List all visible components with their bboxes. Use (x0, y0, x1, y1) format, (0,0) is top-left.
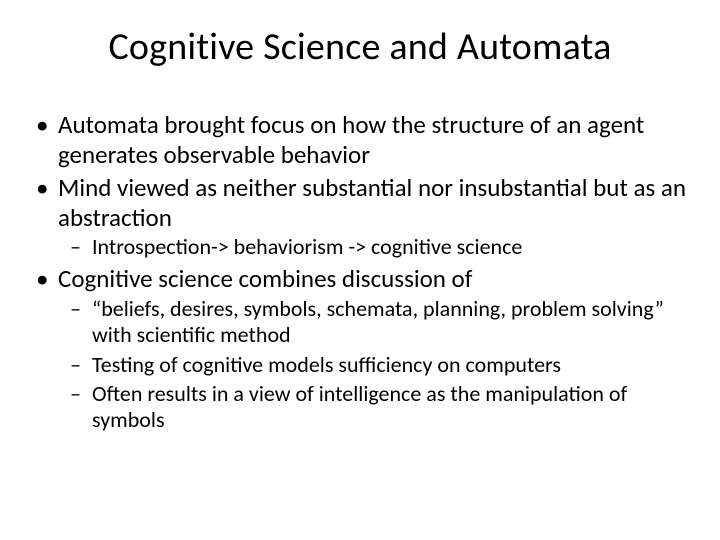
sub-bullet-list: Introspection-> behaviorism -> cognitive… (58, 234, 690, 260)
bullet-text: Cognitive science combines discussion of (58, 263, 472, 294)
bullet-text: “beliefs, desires, symbols, schemata, pl… (92, 295, 664, 348)
bullet-text: Introspection-> behaviorism -> cognitive… (92, 233, 522, 260)
bullet-text: Mind viewed as neither substantial nor i… (58, 172, 686, 233)
list-item: Introspection-> behaviorism -> cognitive… (92, 234, 690, 260)
bullet-text: Often results in a view of intelligence … (92, 380, 627, 433)
sub-bullet-list: “beliefs, desires, symbols, schemata, pl… (58, 296, 690, 434)
list-item: “beliefs, desires, symbols, schemata, pl… (92, 296, 690, 349)
bullet-list: Automata brought focus on how the struct… (30, 110, 690, 434)
bullet-text: Testing of cognitive models sufficiency … (92, 351, 561, 378)
list-item: Automata brought focus on how the struct… (58, 110, 690, 169)
slide-container: Cognitive Science and Automata Automata … (0, 0, 720, 540)
list-item: Cognitive science combines discussion of… (58, 264, 690, 433)
list-item: Mind viewed as neither substantial nor i… (58, 173, 690, 260)
slide-title: Cognitive Science and Automata (30, 24, 690, 70)
bullet-text: Automata brought focus on how the struct… (58, 109, 644, 170)
list-item: Testing of cognitive models sufficiency … (92, 352, 690, 378)
list-item: Often results in a view of intelligence … (92, 381, 690, 434)
